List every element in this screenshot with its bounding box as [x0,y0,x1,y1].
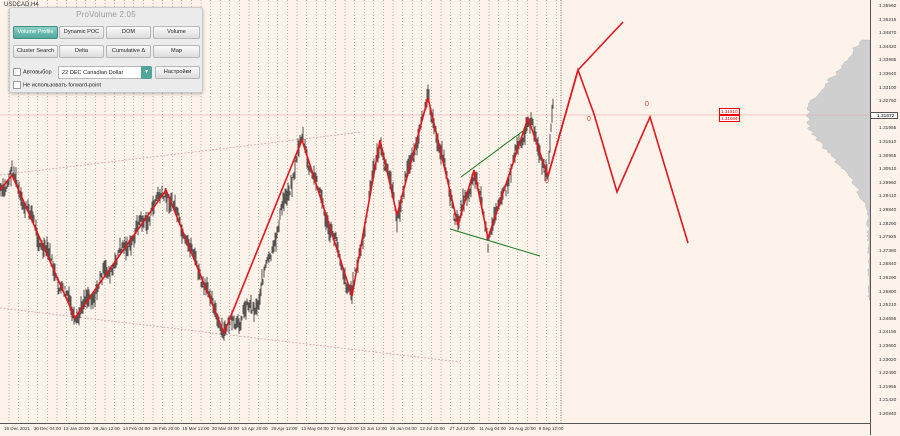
volume-profile-button[interactable]: Volume Profile [13,26,58,39]
price-level-label: 1.24655 [879,316,897,322]
time-label: 30 Dec 04:00 [33,426,62,431]
no-forward-point-checkbox[interactable]: Не использовать forward-point [13,81,101,89]
price-level-label: 1.30510 [879,167,897,173]
volume-profile-shape [805,39,870,301]
price-level-label: 1.21420 [879,398,897,404]
price-level-label: 1.23660 [879,344,897,349]
price-level-label: 1.27925 [879,235,897,241]
time-label: 29 Apr 12:00 [271,426,298,431]
time-label: 13 May 04:00 [301,426,329,431]
price-level-label: 1.25800 [879,289,897,295]
zigzag-right-start [547,69,579,177]
time-label: 13 Jun 12:00 [360,426,387,431]
symbol-label: USDCAD,H4 [4,2,39,8]
price-level-label: 1.21955 [879,384,897,390]
zigzag-line [0,67,689,336]
instrument-select[interactable]: 22 DEC Canadian Dollar [58,66,151,79]
time-label: 11 Aug 04:00 [479,426,506,431]
time-label: 28 Jun 04:00 [390,426,417,431]
time-label: 28 Jan 12:00 [93,426,120,431]
volume-profile [805,39,870,301]
delta-button[interactable]: Delta [59,45,104,58]
price-level-label: 1.32760 [879,99,897,105]
checkbox-box[interactable] [13,81,21,89]
checkbox-box[interactable] [13,68,21,76]
price-level-label: 1.22490 [879,371,897,377]
map-button[interactable]: Map [153,45,200,58]
projection-line [577,21,624,71]
time-label: 15 Mar 12:00 [182,426,210,431]
price-level-label: 1.30955 [879,153,897,159]
time-label: 27 May 20:00 [330,426,359,431]
price-level-label: 1.33640 [879,72,897,77]
price-level-label: 1.26840 [879,262,897,268]
price-level-label: 1.29960 [879,180,897,186]
time-label: 28 Feb 20:00 [152,426,180,431]
auto-select-label: Автовыбор [23,69,52,76]
price-chart[interactable] [0,0,870,423]
price-level-label: 1.33985 [879,58,897,64]
time-label: 12 Jul 20:00 [419,426,445,431]
price-level-label: 1.35560 [879,4,897,9]
price-level-label: 1.35215 [879,17,897,23]
price-level-label: 1.20840 [879,412,897,417]
settings-button[interactable]: Настройки [155,66,200,79]
time-axis[interactable]: 15 Dec 2021 30 Dec 04:00 13 Jan 20:00 28 Ja… [0,423,870,436]
dynamic-poc-button[interactable]: Dynamic POC [59,26,104,39]
price-level-label: 1.23020 [879,357,897,363]
time-label: 14 Feb 04:00 [122,426,150,431]
price-level-label: 1.34420 [879,44,897,50]
provolume-panel[interactable]: ProVolume 2.05 Volume Profile Dynamic PO… [9,7,203,93]
chevron-down-icon[interactable]: ▾ [141,66,152,79]
cluster-search-button[interactable]: Cluster Search [13,45,58,58]
dom-button[interactable]: DOM [106,26,151,39]
cumulative-delta-button[interactable]: Cumulative Δ [106,45,151,58]
triangle-pattern [449,127,541,257]
price-level-label: 1.34870 [879,31,897,37]
volume-button[interactable]: Volume [153,26,200,39]
price-level-label: 1.28290 [879,221,897,227]
price-level-label: 1.31510 [879,140,897,145]
price-level-label: 1.33100 [879,85,897,91]
chart-marker: 0 [545,178,549,185]
time-label: 27 Jul 12:00 [449,426,475,431]
price-level-label: 1.28840 [879,208,897,213]
price-level-label: 1.24155 [879,330,897,336]
chart-marker: 0 [587,116,591,123]
price-bar-series [0,84,554,341]
price-tag-upper: 1.31810 [719,108,740,115]
panel-title: ProVolume 2.05 [76,10,136,19]
current-price-tag: 1.31672 [870,112,898,119]
time-label: 25 Aug 20:00 [508,426,536,431]
time-label: 30 Mar 04:00 [211,426,239,431]
no-forward-point-label: Не использовать forward-point [23,82,102,89]
price-level-label: 1.27380 [879,248,897,254]
price-level-label: 1.25210 [879,303,897,309]
price-tag-lower: 1.31654 [719,115,740,122]
price-level-label: 1.31955 [879,126,897,132]
price-level-label: 1.26290 [879,276,897,281]
price-axis[interactable]: 1.35560 1.35215 1.34870 1.34420 1.33985 1.336… [870,0,900,435]
time-label: 13 Apr 20:00 [241,426,268,431]
auto-select-checkbox[interactable]: Автовыбор [13,68,52,76]
time-label: 13 Jan 20:00 [63,426,90,431]
price-level-label: 1.29410 [879,194,897,200]
price-bars [0,84,554,341]
time-label: 9 Sep 12:00 [538,426,564,431]
chart-marker: 0 [645,101,649,108]
time-label: 15 Dec 2021 [4,426,31,431]
upper-channel-line [0,131,363,176]
